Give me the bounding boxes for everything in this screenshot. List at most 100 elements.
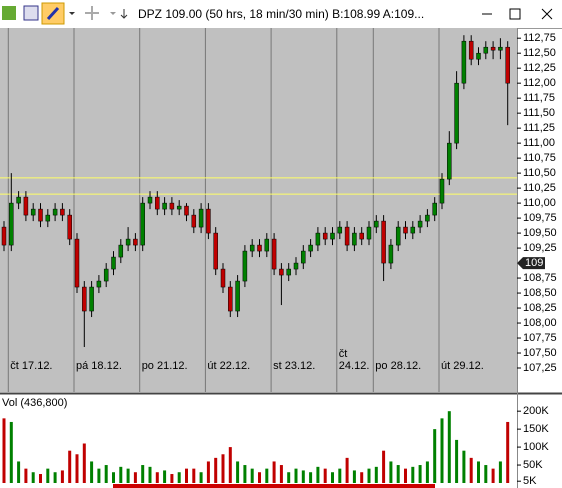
candle-body (425, 214, 430, 222)
crosshair-icon[interactable] (85, 6, 99, 20)
x-tick-label: čt 17.12. (10, 360, 53, 372)
volume-bar (177, 472, 181, 483)
candle-body (249, 244, 255, 252)
y-tick-label: 112,25 (523, 62, 556, 74)
volume-bar (97, 468, 101, 483)
candle-body (344, 226, 350, 246)
volume-bar (9, 421, 13, 483)
volume-bar (440, 418, 444, 483)
candle-body (410, 226, 416, 234)
volume-bar (236, 461, 240, 483)
volume-bar (301, 470, 305, 483)
volume-bar (469, 457, 473, 483)
candle-body (184, 205, 189, 216)
candle-body (301, 250, 306, 264)
volume-bar (323, 468, 327, 483)
candle-body (439, 178, 445, 204)
candle-body (454, 82, 459, 144)
candle-body (337, 226, 343, 234)
candle-body (23, 196, 29, 216)
candle-body (16, 196, 21, 204)
candle-body (30, 208, 36, 216)
volume-bar (126, 468, 130, 483)
y-tick-label: 111,00 (523, 137, 555, 149)
candle-body (388, 244, 394, 264)
volume-bar (367, 468, 371, 483)
volume-bar (53, 472, 57, 483)
candle-body (220, 268, 226, 288)
y-tick-label: 112,75 (523, 32, 556, 44)
window-controls (482, 8, 553, 20)
volume-bar (60, 470, 64, 483)
volume-tick-label: 50K (523, 459, 543, 471)
volume-bar (163, 470, 167, 483)
volume-bar (141, 465, 145, 483)
icon[interactable] (2, 6, 16, 20)
volume-bar (228, 447, 232, 483)
candle-body (162, 202, 167, 210)
volume-title: Vol (436,800) (2, 397, 67, 409)
volume-bar (404, 468, 407, 483)
volume-bar (433, 429, 437, 483)
y-tick-label: 109,25 (523, 242, 557, 254)
volume-bar (396, 465, 400, 483)
y-tick-label: 107,50 (523, 347, 557, 359)
volume-bar (17, 461, 21, 483)
y-tick-label: 110,75 (523, 152, 556, 164)
price-pane (0, 28, 517, 392)
candle-body (74, 238, 80, 288)
last-price-label: 109 (525, 257, 543, 269)
volume-bar (447, 411, 451, 483)
y-tick-label: 111,75 (523, 92, 555, 104)
y-tick-label: 111,50 (523, 107, 555, 119)
volume-bar (455, 439, 459, 483)
volume-bar (279, 465, 283, 483)
volume-bar (148, 466, 152, 483)
scrollbar[interactable] (113, 484, 435, 488)
volume-tick-label: 150K (523, 423, 549, 435)
volume-bar (411, 466, 415, 483)
volume-bar (68, 450, 72, 483)
toolbar: DPZ 109.00 (50 hrs, 18 min/30 min) B:108… (0, 0, 562, 29)
candle-body (498, 46, 503, 51)
volume-bar (338, 468, 342, 483)
candle-body (330, 232, 335, 240)
volume-bar (425, 461, 429, 483)
volume-bar (506, 421, 510, 483)
volume-bar (155, 472, 159, 483)
maximize[interactable] (509, 8, 521, 20)
volume-bar (418, 465, 422, 483)
candle-body (52, 208, 58, 216)
window-title: DPZ 109.00 (50 hrs, 18 min/30 min) B:108… (138, 7, 425, 21)
volume-bar (46, 468, 50, 483)
candle-body (293, 262, 299, 270)
volume-bar (484, 465, 488, 483)
x-tick-label: čt 24.12. (338, 348, 370, 372)
candle-body (315, 232, 321, 246)
close[interactable] (541, 8, 553, 20)
y-tick-label: 112,50 (523, 47, 556, 59)
x-tick-label: st 23.12. (273, 360, 316, 372)
candle-body (483, 46, 489, 54)
candle-body (60, 208, 65, 216)
x-tick-label: pá 18.12. (76, 360, 122, 372)
y-tick-label: 107,75 (523, 332, 557, 344)
x-tick-label: po 21.12. (141, 360, 188, 372)
last-price-marker (517, 257, 545, 270)
volume-bar (360, 472, 364, 483)
volume-bar (90, 461, 94, 483)
candle-body (96, 280, 102, 288)
candle-body (417, 220, 423, 228)
y-tick-label: 108,25 (523, 302, 557, 314)
candle-body (257, 244, 262, 252)
table-icon[interactable] (23, 5, 39, 21)
volume-bar (345, 457, 349, 483)
dropdown[interactable] (69, 12, 75, 15)
y-tick-label: 111,25 (523, 122, 555, 134)
volume-bar (331, 472, 334, 483)
dropdown[interactable] (110, 12, 116, 15)
volume-bar (206, 461, 210, 483)
down-icon[interactable] (120, 9, 128, 19)
candle-body (374, 220, 379, 228)
toolbar-icons (2, 2, 128, 25)
